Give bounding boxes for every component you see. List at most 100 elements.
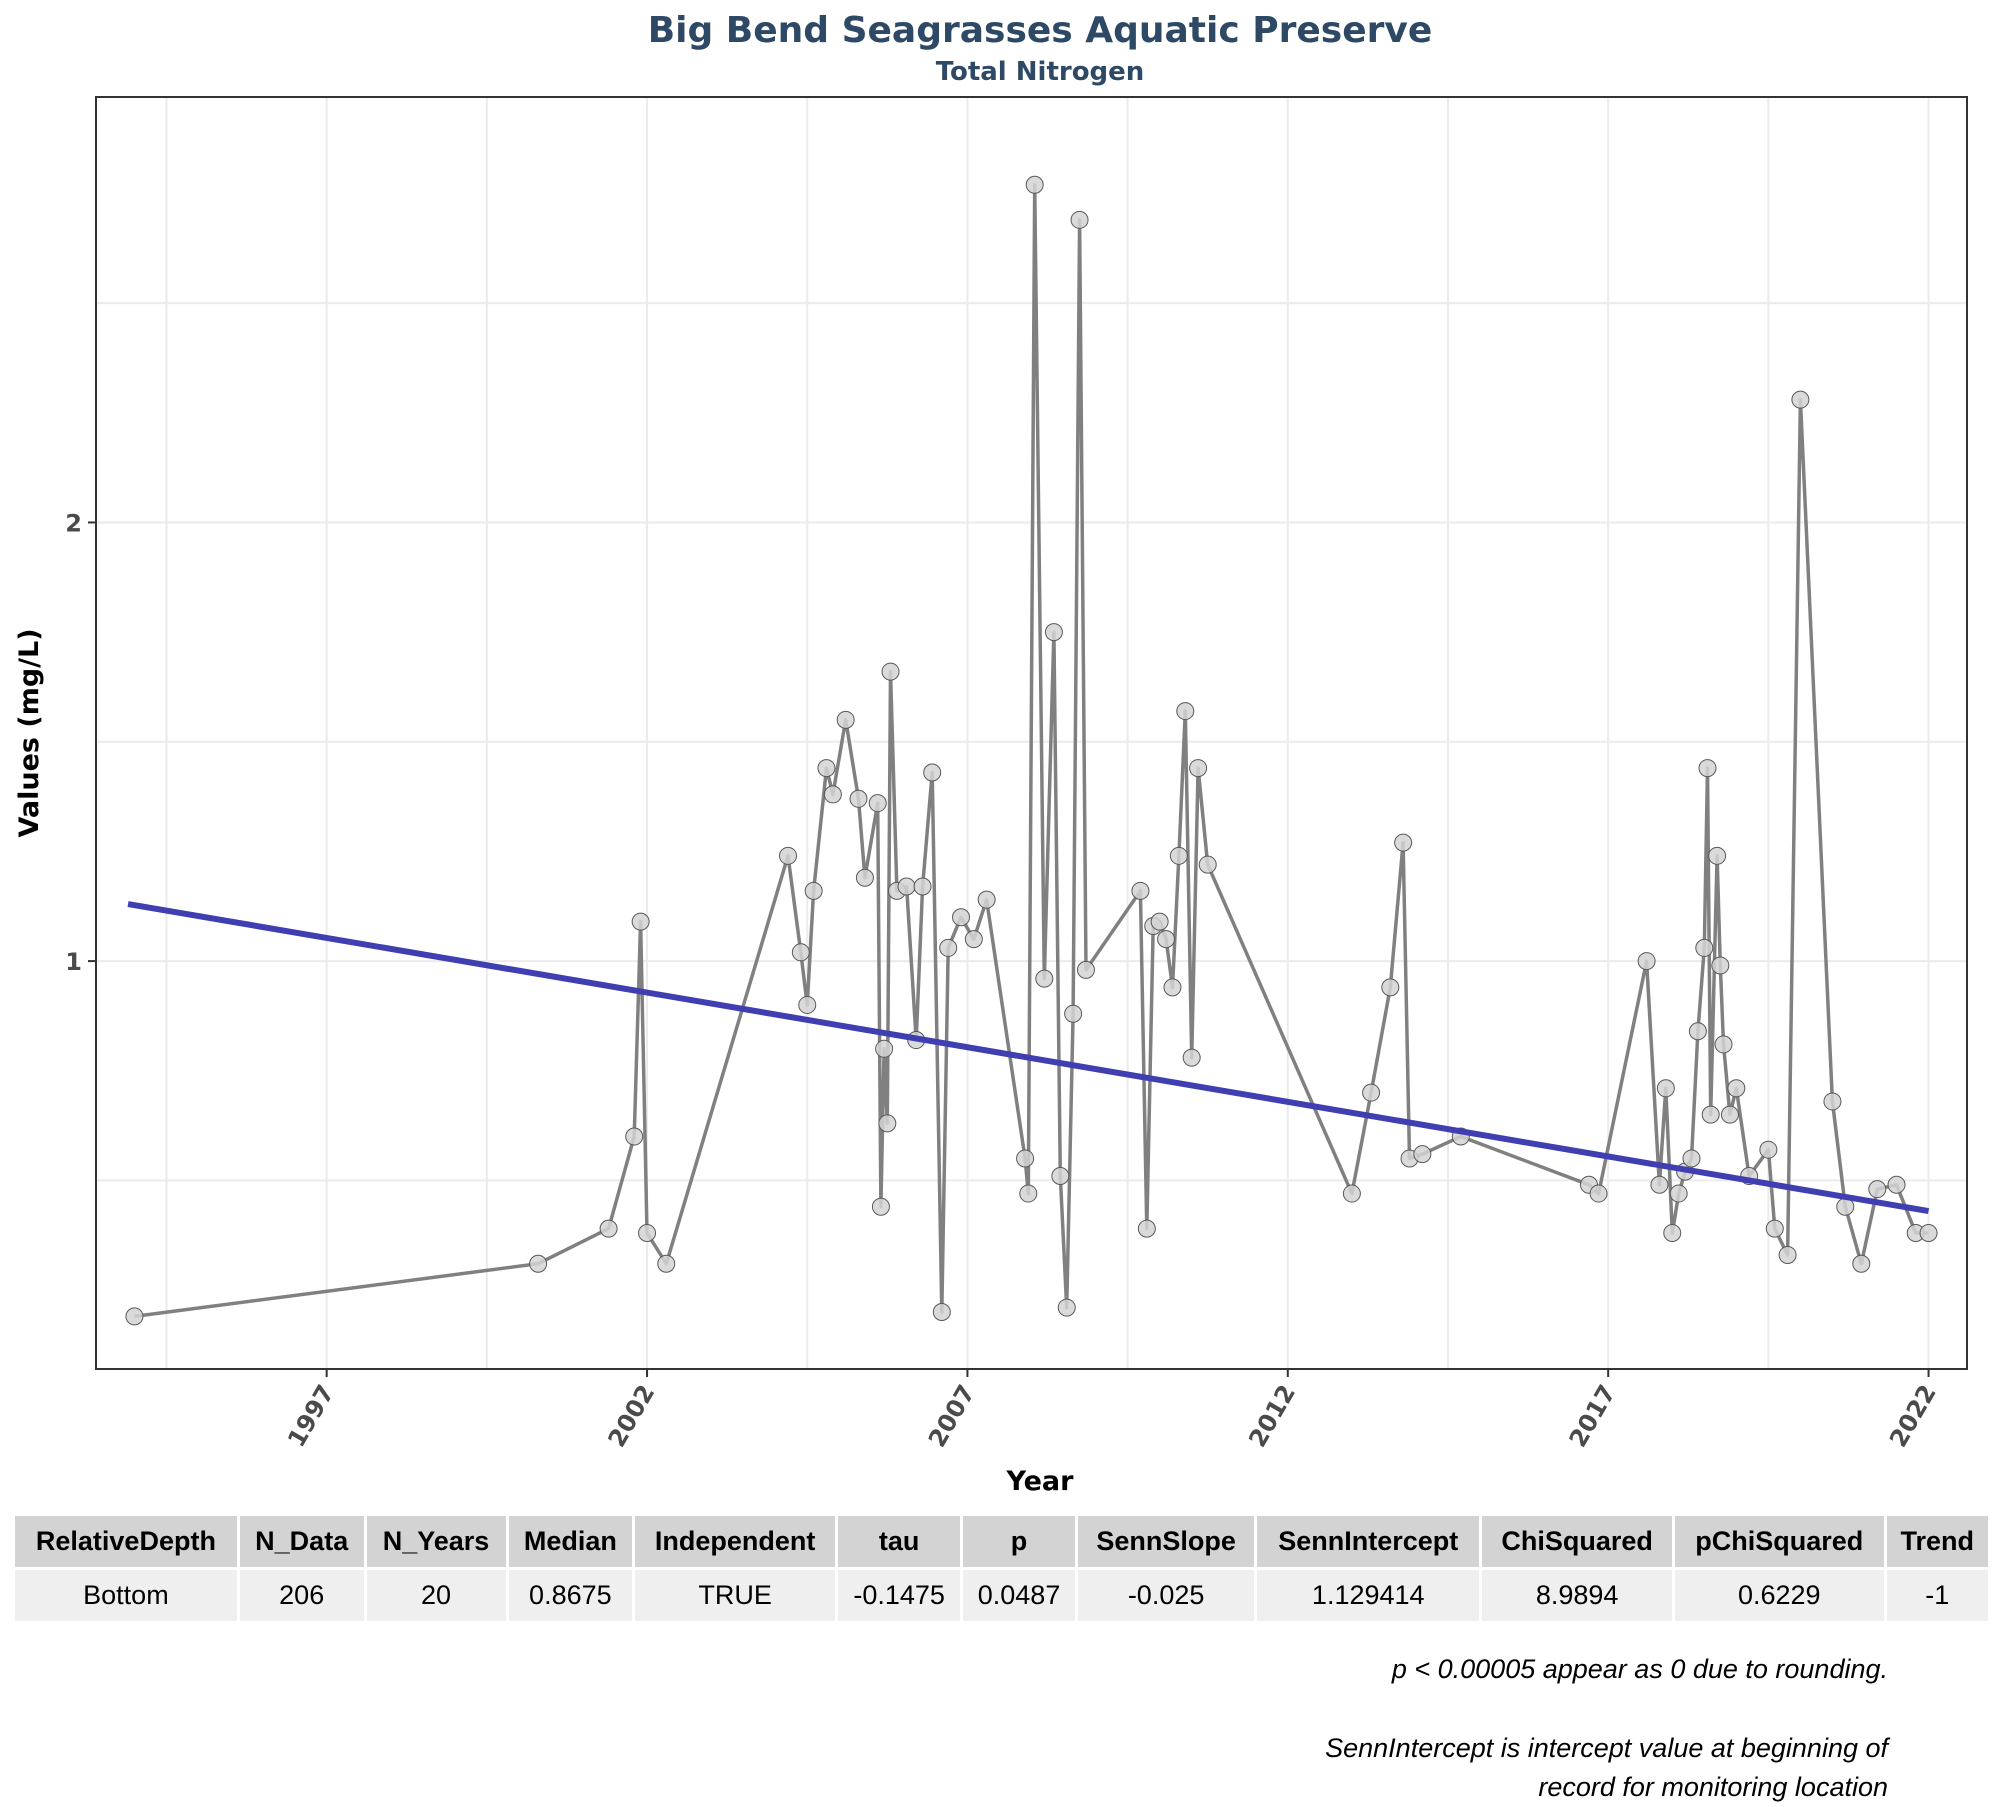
- y-tick-label: 1: [65, 948, 82, 976]
- x-tick-label: 1997: [282, 1380, 340, 1452]
- y-tick-label: 2: [65, 509, 82, 537]
- data-point: [1852, 1254, 1871, 1273]
- data-point: [1157, 930, 1176, 949]
- x-tick-label: 2017: [1564, 1380, 1622, 1452]
- axes: 1997 2002 2007 2012 2017 2022 1 2: [65, 509, 1941, 1451]
- data-point: [638, 1224, 657, 1243]
- header-median: Median: [507, 1516, 636, 1569]
- data-point: [1150, 912, 1169, 931]
- header-senn-intercept: SennIntercept: [1255, 1516, 1483, 1569]
- data-point: [804, 881, 823, 900]
- header-tau: tau: [836, 1516, 964, 1569]
- header-chi-squared: ChiSquared: [1480, 1516, 1676, 1569]
- data-point: [1413, 1145, 1432, 1164]
- data-point: [964, 930, 983, 949]
- data-point: [1019, 1184, 1038, 1203]
- data-point: [1131, 881, 1150, 900]
- data-point: [878, 1114, 897, 1133]
- data-point: [1759, 1140, 1778, 1159]
- header-senn-slope: SennSlope: [1076, 1516, 1258, 1569]
- header-independent: Independent: [633, 1516, 839, 1569]
- data-point: [1342, 1184, 1361, 1203]
- data-point: [1169, 846, 1188, 865]
- cell-p-chi-squared: 0.6229: [1673, 1567, 1887, 1621]
- x-tick-label: 2002: [603, 1380, 661, 1452]
- header-n-data: N_Data: [238, 1516, 367, 1569]
- y-axis-title: Values (mg/L): [14, 628, 45, 837]
- data-point: [1137, 1219, 1156, 1238]
- series-line: [134, 182, 1929, 1319]
- cell-tau: -0.1475: [836, 1567, 964, 1621]
- cell-n-years: 20: [365, 1567, 509, 1621]
- x-axis-title: Year: [1006, 1466, 1075, 1497]
- intercept-note-line-2: record for monitoring location: [1538, 1772, 1888, 1802]
- cell-n-data: 206: [238, 1567, 367, 1621]
- data-point: [1381, 978, 1400, 997]
- data-point: [1714, 1035, 1733, 1054]
- data-point: [868, 794, 887, 813]
- data-point: [823, 785, 842, 804]
- data-point: [1698, 759, 1717, 778]
- data-point: [1656, 1079, 1675, 1098]
- data-point: [1919, 1224, 1938, 1243]
- plot-panel-border: [95, 96, 1968, 1370]
- data-point: [625, 1127, 644, 1146]
- header-p-chi-squared: pChiSquared: [1673, 1516, 1887, 1569]
- data-point: [1765, 1219, 1784, 1238]
- stats-table: RelativeDepth N_Data N_Years Median Inde…: [15, 1516, 1988, 1621]
- data-point: [1708, 846, 1727, 865]
- cell-senn-intercept: 1.129414: [1255, 1567, 1483, 1621]
- data-point: [1688, 1022, 1707, 1041]
- data-point: [1637, 952, 1656, 971]
- data-point: [1669, 1184, 1688, 1203]
- cell-relative-depth: Bottom: [15, 1567, 240, 1621]
- stats-header-row: RelativeDepth N_Data N_Years Median Inde…: [15, 1516, 1988, 1569]
- header-p: p: [961, 1516, 1078, 1569]
- table-row: Bottom 206 20 0.8675 TRUE -0.1475 0.0487…: [15, 1567, 1988, 1621]
- data-point: [1711, 956, 1730, 975]
- data-point: [599, 1219, 618, 1238]
- data-point: [1362, 1083, 1381, 1102]
- data-point: [1016, 1149, 1035, 1168]
- data-point: [1070, 210, 1089, 229]
- data-point: [779, 846, 798, 865]
- data-point: [1791, 390, 1810, 409]
- data-point: [1176, 702, 1195, 721]
- trend-line: [127, 901, 1930, 1215]
- data-point: [1076, 960, 1095, 979]
- data-point: [1044, 623, 1063, 642]
- header-n-years: N_Years: [365, 1516, 509, 1569]
- data-point: [817, 759, 836, 778]
- data-point: [1868, 1180, 1887, 1199]
- data-point: [913, 877, 932, 896]
- rounding-note: p < 0.00005 appear as 0 due to rounding.: [1391, 1654, 1888, 1684]
- data-point: [977, 890, 996, 909]
- data-point: [1189, 759, 1208, 778]
- data-point: [1589, 1184, 1608, 1203]
- cell-median: 0.8675: [507, 1567, 636, 1621]
- trend-layer: [127, 901, 1930, 1215]
- intercept-note-line-1: SennIntercept is intercept value at begi…: [1325, 1733, 1888, 1763]
- data-point: [952, 908, 971, 927]
- data-point: [657, 1254, 676, 1273]
- x-tick-label: 2012: [1243, 1380, 1301, 1452]
- data-point: [875, 1039, 894, 1058]
- data-point: [1035, 969, 1054, 988]
- data-point: [1663, 1224, 1682, 1243]
- data-point: [881, 662, 900, 681]
- data-point: [1695, 938, 1714, 957]
- data-point: [1727, 1079, 1746, 1098]
- data-point: [939, 938, 958, 957]
- cell-chi-squared: 8.9894: [1480, 1567, 1676, 1621]
- data-point: [849, 789, 868, 808]
- data-point: [125, 1307, 144, 1326]
- x-tick-label: 2022: [1884, 1380, 1942, 1452]
- data-point: [1064, 1004, 1083, 1023]
- chart-subtitle: Total Nitrogen: [936, 57, 1145, 87]
- data-point: [798, 995, 817, 1014]
- data-point: [1778, 1245, 1797, 1264]
- x-tick-label: 2007: [923, 1380, 981, 1452]
- data-point: [1182, 1048, 1201, 1067]
- data-point: [529, 1254, 548, 1273]
- data-point: [897, 877, 916, 896]
